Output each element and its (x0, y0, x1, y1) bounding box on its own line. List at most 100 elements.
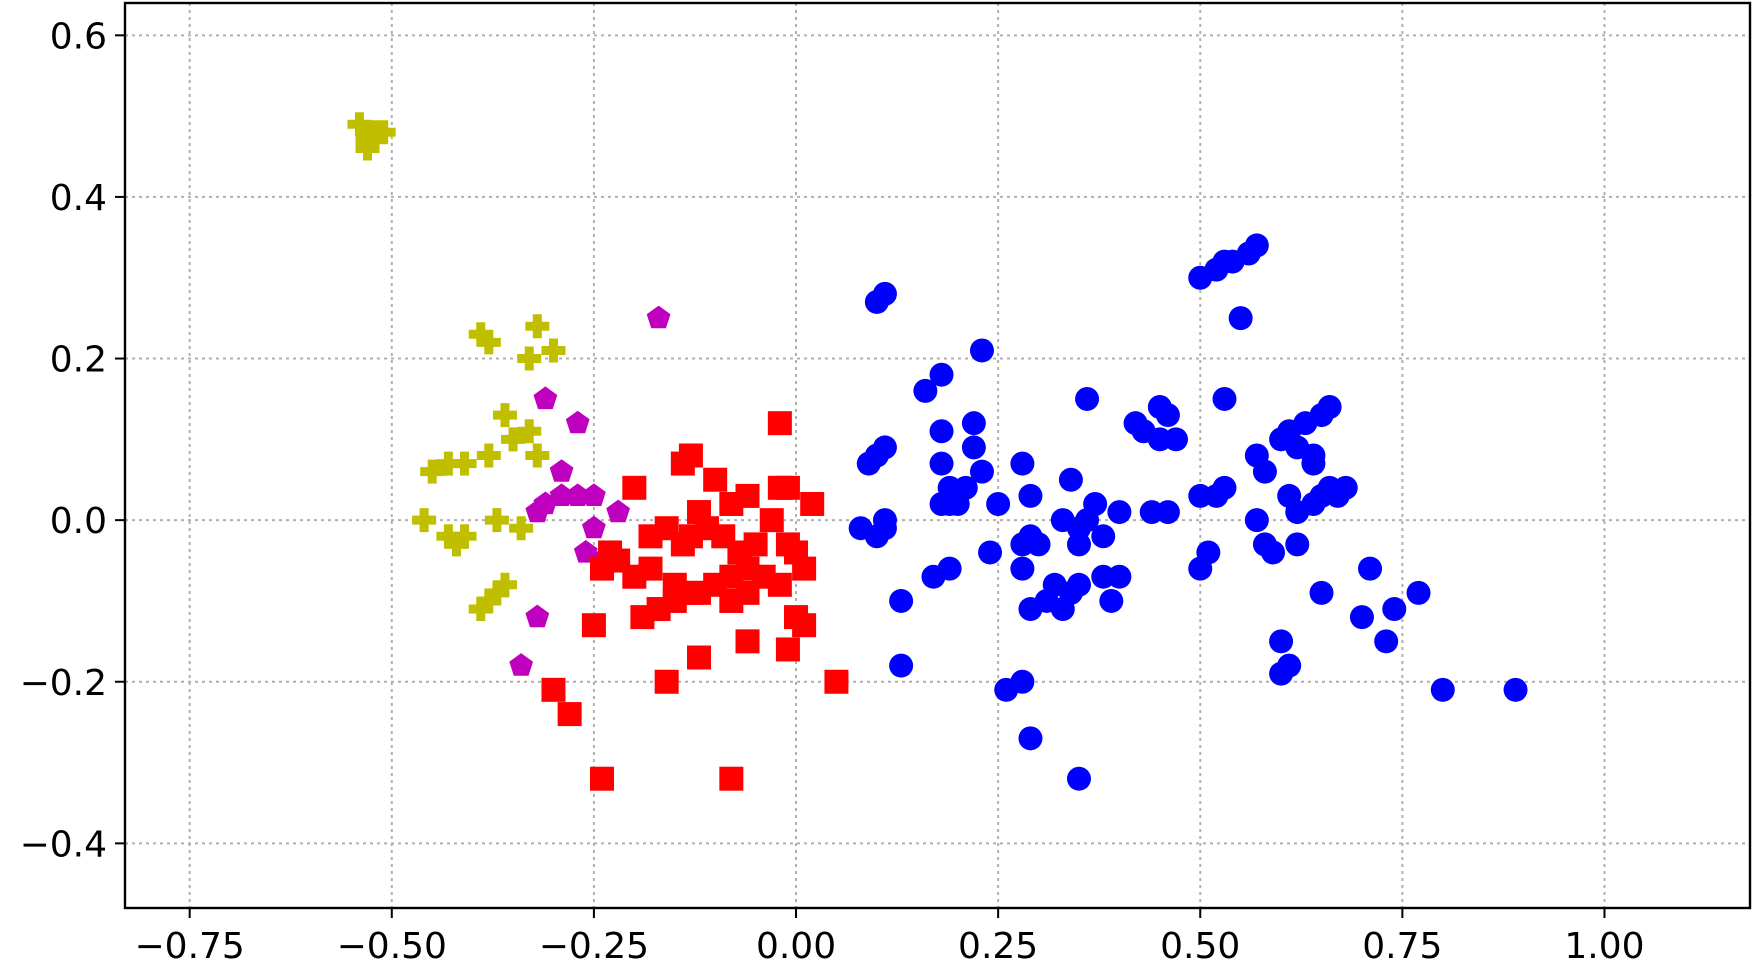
plus-point (525, 443, 550, 468)
circle-point (1026, 532, 1051, 557)
square-point (678, 580, 703, 605)
circle-point (1503, 677, 1528, 702)
square-point (735, 483, 760, 508)
x-tick-label: 0.00 (756, 926, 836, 967)
circle-point (969, 338, 994, 363)
circle-point (1010, 556, 1035, 581)
pentagon-point (549, 483, 574, 506)
circle-point (929, 419, 954, 444)
circle-point (929, 362, 954, 387)
square-point (767, 411, 792, 436)
circle-point (1196, 540, 1221, 565)
circle-point (961, 411, 986, 436)
circle-point (1252, 459, 1277, 484)
square-point (654, 669, 679, 694)
x-axis: −0.75 −0.50 −0.25 0.00 0.25 0.50 0.75 1.00 (135, 908, 1645, 967)
plus-point (517, 346, 542, 371)
square-point (687, 645, 712, 670)
pentagon-point (565, 410, 590, 434)
square-point (678, 443, 703, 468)
circle-point (872, 435, 897, 460)
square-point (703, 467, 728, 492)
circle-point (1147, 427, 1172, 452)
circle-point (872, 281, 897, 306)
circle-point (1212, 386, 1237, 411)
x-tick-label: 0.50 (1160, 926, 1240, 967)
circle-point (1107, 500, 1132, 525)
circle-point (1317, 395, 1342, 420)
y-axis: −0.4 −0.2 0.0 0.2 0.4 0.6 (20, 16, 125, 865)
grid (125, 3, 1750, 908)
square-point (598, 540, 623, 565)
pentagon-point (565, 483, 590, 506)
plus-point (468, 597, 493, 622)
circle-point (1382, 597, 1407, 622)
circle-point (1010, 669, 1035, 694)
circle-point (1155, 403, 1180, 428)
circle-point (1050, 508, 1075, 533)
circle-point (961, 435, 986, 460)
pentagon-point (509, 653, 533, 676)
plus-point (541, 338, 566, 363)
plot-frame (123, 1, 1752, 910)
circle-point (1333, 475, 1358, 500)
plus-point (452, 524, 477, 549)
plus-point (492, 572, 517, 597)
pentagon-point (533, 386, 558, 410)
plus-point (476, 330, 501, 355)
circle-point (1430, 677, 1455, 702)
plus-point (436, 451, 461, 476)
y-tick-label: −0.4 (20, 824, 107, 865)
circle-point (937, 556, 962, 581)
x-tick-label: 0.75 (1362, 926, 1442, 967)
circle-point (1244, 233, 1269, 258)
circle-point (1244, 508, 1269, 533)
x-tick-label: 0.25 (958, 926, 1038, 967)
x-tick-label: 1.00 (1564, 926, 1644, 967)
pentagon-point (646, 305, 671, 329)
pentagon-point (549, 459, 574, 482)
circle-point (889, 588, 914, 613)
circle-point (1309, 580, 1334, 605)
circle-point (1277, 653, 1302, 678)
square-point (792, 613, 817, 638)
square-point (557, 702, 582, 727)
square-point (759, 508, 784, 533)
plus-point (517, 419, 542, 444)
square-point (775, 475, 800, 500)
pentagon-point (606, 499, 630, 523)
circle-point (1358, 556, 1383, 581)
plus-point (476, 588, 501, 613)
plus-point (347, 112, 372, 137)
plus-point (436, 524, 461, 549)
circle-point (1228, 306, 1253, 331)
circle-point (1066, 766, 1091, 791)
data-points (347, 112, 1528, 791)
circle-point (1010, 451, 1035, 476)
circle-point (969, 459, 994, 484)
circle-point (1285, 532, 1310, 557)
x-tick-label: −0.25 (539, 926, 649, 967)
square-point (541, 677, 566, 702)
plus-point (355, 136, 380, 161)
circle-point (1155, 500, 1180, 525)
circle-point (1075, 386, 1100, 411)
square-point (735, 580, 760, 605)
y-tick-label: 0.2 (50, 340, 107, 381)
circle-point (1107, 564, 1132, 589)
plus-point (371, 120, 396, 145)
y-tick-label: 0.6 (50, 16, 107, 57)
x-tick-label: −0.50 (337, 926, 447, 967)
circle-point (986, 491, 1011, 516)
circle-point (1374, 629, 1399, 654)
circle-point (913, 378, 938, 403)
plus-point (501, 427, 526, 452)
circle-point (1075, 508, 1100, 533)
square-point (589, 766, 614, 791)
circle-point (1066, 572, 1091, 597)
square-point (767, 572, 792, 597)
square-point (581, 613, 606, 638)
circle-point (1261, 540, 1286, 565)
